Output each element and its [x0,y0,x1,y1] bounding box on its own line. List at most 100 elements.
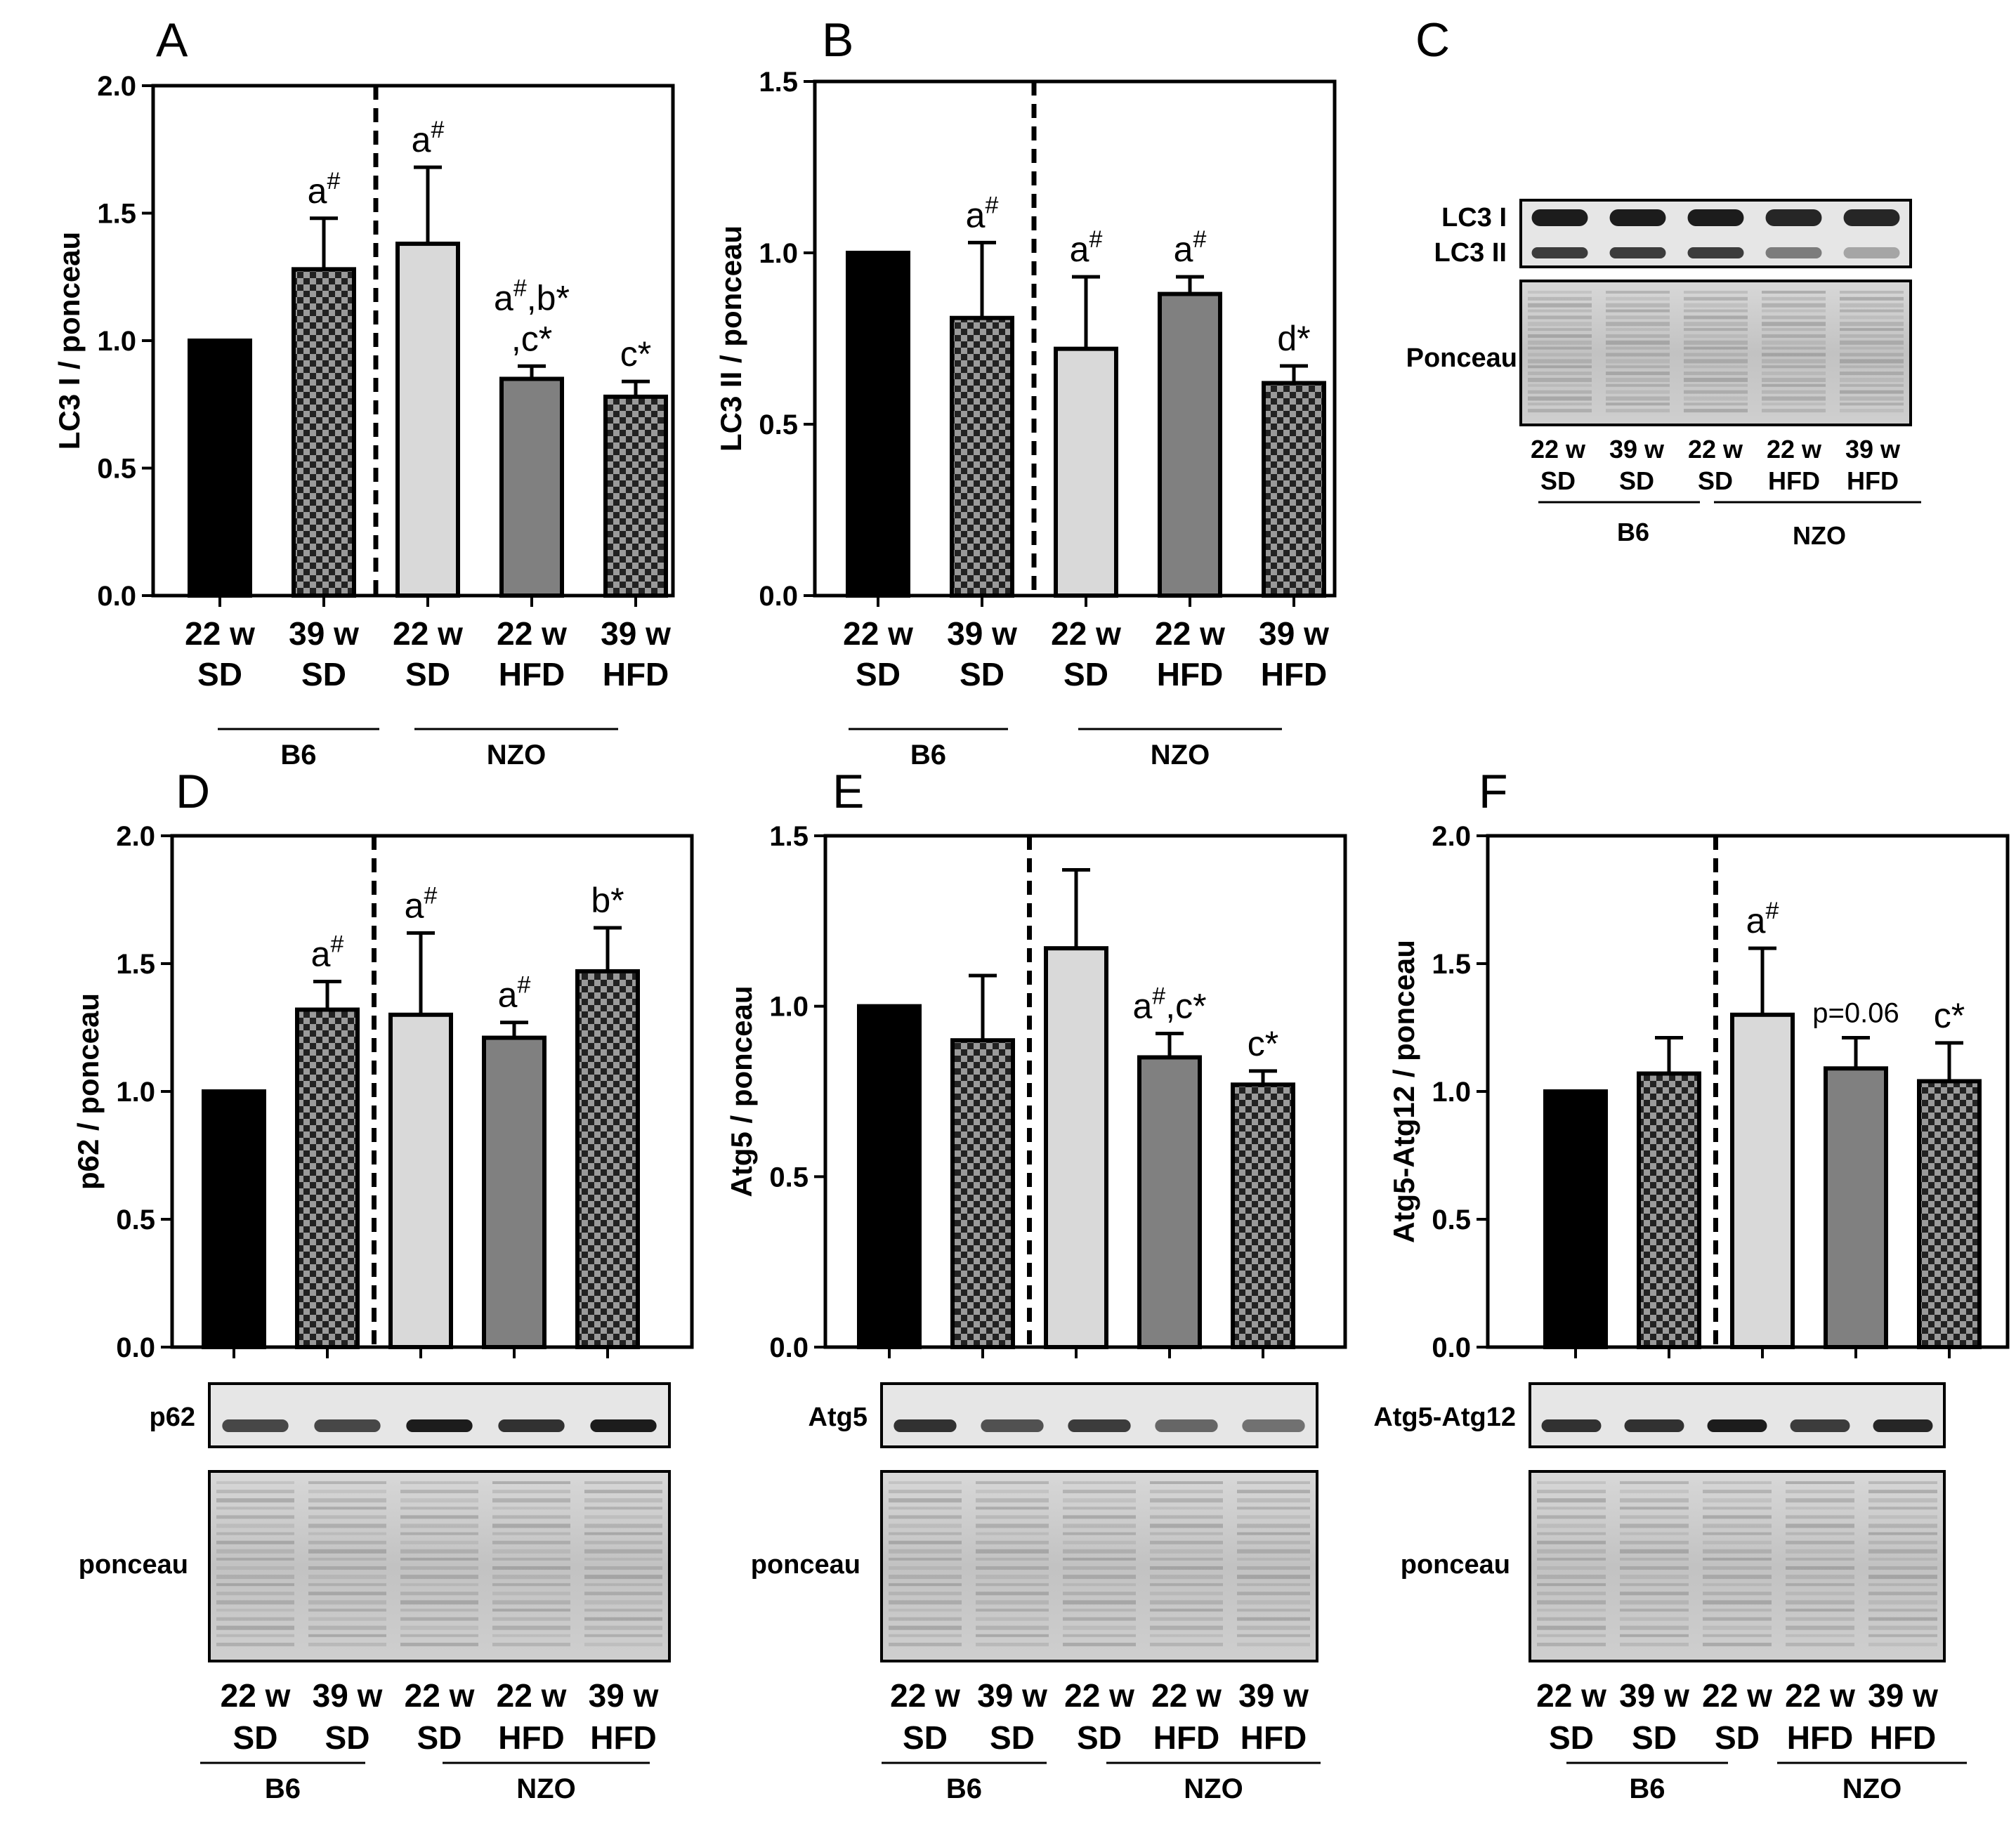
lc3-i-band [1687,209,1744,226]
ponceau-lane-band [1620,1634,1689,1637]
x-category-label: 39 w [1609,435,1665,464]
ponceau-lane-band [1684,340,1748,345]
label-part: ,c* [1165,986,1206,1025]
ponceau-lane-band [400,1549,478,1554]
band-label: Atg5-Atg12 [1373,1403,1516,1432]
ponceau-label: Ponceau [1406,343,1517,373]
x-category-label: SD [325,1719,370,1756]
bar [1917,1079,1982,1349]
ponceau-lane-band [400,1481,478,1484]
ponceau-lane-band [492,1583,570,1587]
ponceau-lane-band [976,1549,1049,1554]
superscript: # [1152,983,1165,1009]
ponceau-lane-band [1537,1540,1606,1544]
ponceau-lane-band [308,1600,386,1605]
ponceau-lane-band [1537,1498,1606,1503]
ponceau-lane-band [1063,1557,1136,1561]
ponceau-lane-band [584,1583,662,1587]
ponceau-lane-band [1620,1642,1689,1646]
ponceau-lane-band [1063,1549,1136,1554]
ponceau-lane-band [216,1617,294,1621]
ponceau-lane-band [1620,1583,1689,1587]
label-part: c* [1248,1024,1278,1063]
ponceau-lane-band [1786,1592,1854,1596]
ponceau-lane-band [584,1592,662,1596]
protein-band [1068,1419,1131,1432]
ponceau-lane-band [584,1490,662,1494]
bar [1231,1082,1295,1349]
y-tick-label: 2.0 [97,71,136,102]
band-label: Atg5 [809,1403,868,1432]
panel-label: B [822,13,853,67]
ponceau-lane-band [1237,1642,1310,1646]
ponceau-lane-band [492,1549,570,1554]
ponceau-lane-band [1868,1515,1937,1519]
bar [1137,1055,1202,1349]
protein-band [222,1419,289,1432]
ponceau-lane-band [400,1523,478,1528]
ponceau-label: ponceau [751,1550,860,1580]
ponceau-lane-band [1840,296,1904,301]
ponceau-lane-band [308,1608,386,1612]
ponceau-lane-band [1537,1608,1606,1612]
ponceau-lane-band [492,1490,570,1494]
ponceau-lane-band [584,1617,662,1621]
significance-label: a# [1746,898,1779,940]
ponceau-lane-band [889,1566,962,1570]
protein-band [1242,1419,1305,1432]
ponceau-lane-band [889,1549,962,1554]
protein-band [498,1419,565,1432]
ponceau-lane-band [400,1625,478,1630]
ponceau-lane-band [1703,1592,1772,1596]
x-category-label: 39 w [977,1677,1047,1714]
protein-band [314,1419,381,1432]
ponceau-lane-band [492,1617,570,1621]
bar [1730,1012,1795,1350]
ponceau-lane-band [1786,1481,1854,1484]
bar [482,1035,546,1350]
ponceau-lane-band [1762,402,1826,406]
y-tick-label: 1.0 [97,326,136,357]
superscript: # [327,168,340,195]
ponceau-lane-band [584,1498,662,1503]
significance-label: b* [591,881,624,920]
ponceau-lane-band [584,1608,662,1612]
ponceau-lane-band [584,1549,662,1554]
ponceau-lane-band [1762,334,1826,338]
ponceau-lane-band [1703,1583,1772,1587]
group-label-nzo: NZO [1793,521,1846,550]
ponceau-lane-band [889,1515,962,1519]
ponceau-lane-band [1537,1490,1606,1494]
x-category-label: 22 w [185,615,255,652]
lc3-ii-band [1765,247,1822,258]
x-category-label: HFD [603,656,669,693]
ponceau-lane-band [1150,1532,1223,1535]
ponceau-lane-band [1703,1549,1772,1554]
ponceau-lane-band [1840,365,1904,369]
ponceau-lane-band [1150,1592,1223,1596]
x-category-label: 39 w [601,615,671,652]
y-tick-label: 0.0 [759,581,798,612]
ponceau-lane-band [400,1557,478,1561]
panel-e-blot: Atg5 ponceau 22 w SD 39 w SD 22 w SD 22 w HFD 39 w… [751,1382,1321,1804]
x-category-label: HFD [1870,1719,1937,1756]
bar [575,969,640,1350]
ponceau-lane-band [1840,353,1904,357]
ponceau-lane-band [1762,296,1826,301]
ponceau-lane-band [400,1575,478,1580]
ponceau-lane-band [584,1540,662,1544]
ponceau-lane-band [1150,1481,1223,1484]
label-part: p=0.06 [1812,998,1899,1029]
ponceau-lane-band [308,1540,386,1544]
ponceau-lane-band [1840,322,1904,327]
group-label-b6: B6 [265,1773,301,1804]
ponceau-lane-band [1063,1608,1136,1612]
ponceau-lane-band [1528,383,1592,387]
y-tick-label: 0.5 [97,454,136,485]
ponceau-lane-band [1537,1523,1606,1528]
x-category-label: HFD [1847,466,1899,495]
x-category-label: HFD [1787,1719,1854,1756]
ponceau-lane-band [976,1608,1049,1612]
x-category-label: 39 w [313,1677,383,1714]
